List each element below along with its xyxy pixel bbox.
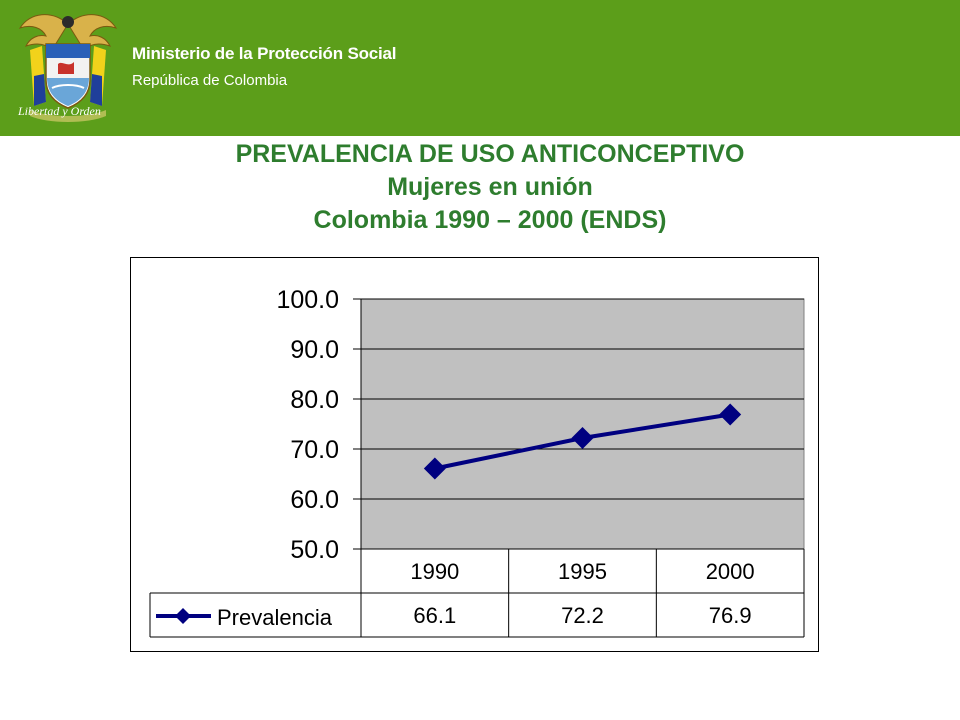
title-line-2: Mujeres en unión <box>387 173 593 201</box>
legend-label: Prevalencia <box>217 605 333 630</box>
coat-of-arms-logo <box>18 14 118 122</box>
data-value-label: 66.1 <box>413 603 456 628</box>
chart-container: 100.0 90.0 80.0 70.0 60.0 50.0 1990 66.1 1995 72.… <box>130 257 819 652</box>
y-tick-label: 70.0 <box>290 436 339 464</box>
data-point-marker <box>423 457 446 480</box>
legend-marker <box>175 608 191 624</box>
data-point-marker <box>719 403 742 426</box>
y-tick-label: 90.0 <box>290 336 339 364</box>
y-tick-label: 80.0 <box>290 386 339 414</box>
title-line-3: Colombia 1990 – 2000 (ENDS) <box>313 206 667 234</box>
slide-title: PREVALENCIA DE USO ANTICONCEPTIVO Mujere… <box>0 138 960 237</box>
x-category-label: 1995 <box>558 559 607 584</box>
title-line-1: PREVALENCIA DE USO ANTICONCEPTIVO <box>235 140 745 168</box>
line-chart: 100.0 90.0 80.0 70.0 60.0 50.0 1990 66.1 1995 72.… <box>149 286 805 638</box>
plot-area <box>360 298 805 550</box>
data-value-label: 72.2 <box>561 603 604 628</box>
motto-text: Libertad y Orden <box>18 104 101 118</box>
y-tick-label: 100.0 <box>276 286 339 314</box>
y-tick-label: 50.0 <box>290 536 339 564</box>
header-band: Ministerio de la Protección Social Repúb… <box>0 0 960 136</box>
ministry-name: Ministerio de la Protección Social <box>132 44 397 63</box>
y-tick-label: 60.0 <box>290 486 339 514</box>
republic-name: República de Colombia <box>132 72 288 89</box>
data-point-marker <box>571 427 594 449</box>
data-value-label: 76.9 <box>709 603 752 628</box>
x-category-label: 1990 <box>410 559 459 584</box>
x-category-label: 2000 <box>706 559 755 584</box>
